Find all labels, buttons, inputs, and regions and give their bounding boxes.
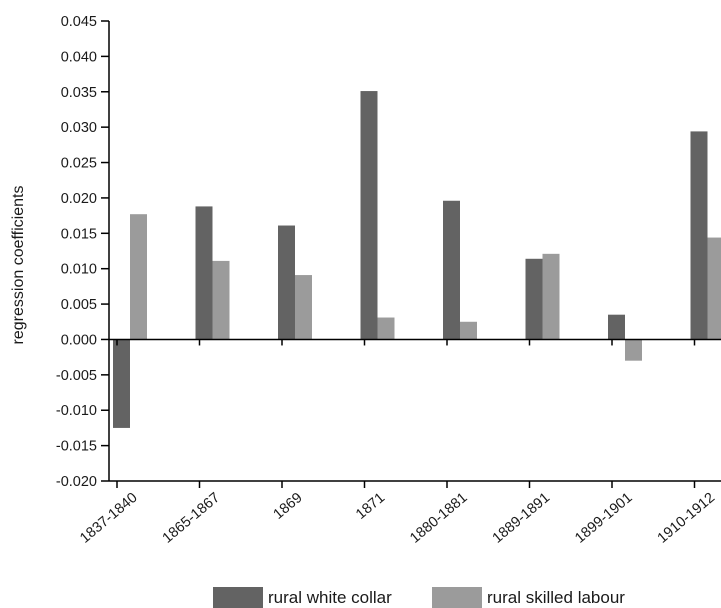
y-tick-label: 0.035 — [61, 85, 97, 101]
x-tick-label: 1865-1867 — [160, 490, 223, 547]
axes-layer: 0.045 0.040 0.035 0.030 0.025 0.020 0.015 0.010… — [56, 14, 721, 547]
legend-label: rural skilled labour — [487, 588, 625, 607]
bar-skilled-labour-1889-1891 — [542, 253, 560, 340]
y-tick-label: 0.015 — [61, 226, 97, 242]
bar-skilled-labour-1871 — [377, 317, 395, 340]
bar-white-collar-1869 — [278, 225, 295, 340]
y-tick-label: 0.025 — [61, 156, 97, 172]
x-tick-label: 1899-1901 — [572, 490, 635, 547]
y-tick-label: -0.005 — [56, 368, 97, 384]
y-tick-label: 0.020 — [61, 191, 97, 207]
bar-white-collar-1837-1840 — [113, 339, 130, 428]
y-tick-label: 0.040 — [61, 49, 97, 65]
legend-label: rural white collar — [268, 588, 392, 607]
x-tick-label: 1880-1881 — [407, 490, 470, 547]
x-tick-label: 1910-1912 — [655, 490, 718, 547]
bar-skilled-labour-1837-1840 — [130, 214, 147, 340]
bar-white-collar-1910-1912 — [690, 131, 708, 340]
y-tick-label: -0.010 — [56, 403, 97, 419]
y-tick-label: 0.005 — [61, 297, 97, 313]
x-tick-label: 1837-1840 — [77, 490, 140, 547]
bar-skilled-labour-1880-1881 — [460, 321, 477, 340]
x-tick-label: 1871 — [353, 490, 388, 523]
y-tick-label: -0.015 — [56, 439, 97, 455]
legend-swatch-skilled-labour — [432, 587, 482, 608]
bar-white-collar-1880-1881 — [443, 200, 460, 340]
legend: rural white collar rural skilled labour — [213, 587, 625, 608]
bar-white-collar-1871 — [360, 91, 378, 340]
y-tick-label: 0.000 — [61, 332, 97, 348]
bar-white-collar-1899-1901 — [608, 314, 625, 340]
x-tick-label: 1889-1891 — [490, 490, 553, 547]
bar-skilled-labour-1899-1901 — [625, 339, 642, 361]
bar-skilled-labour-1865-1867 — [212, 260, 230, 340]
y-tick-label: 0.030 — [61, 120, 97, 136]
bar-white-collar-1865-1867 — [195, 206, 213, 340]
bar-skilled-labour-1869 — [295, 275, 312, 340]
y-tick-label: 0.045 — [61, 14, 97, 30]
bar-skilled-labour-1910-1912 — [707, 237, 721, 340]
legend-swatch-white-collar — [213, 587, 263, 608]
y-tick-label: -0.020 — [56, 474, 97, 490]
y-axis-title: regression coefficients — [10, 186, 27, 345]
y-tick-label: 0.010 — [61, 262, 97, 278]
bars-layer — [113, 91, 721, 428]
x-tick-label: 1869 — [271, 490, 306, 523]
bar-white-collar-1889-1891 — [525, 258, 543, 340]
